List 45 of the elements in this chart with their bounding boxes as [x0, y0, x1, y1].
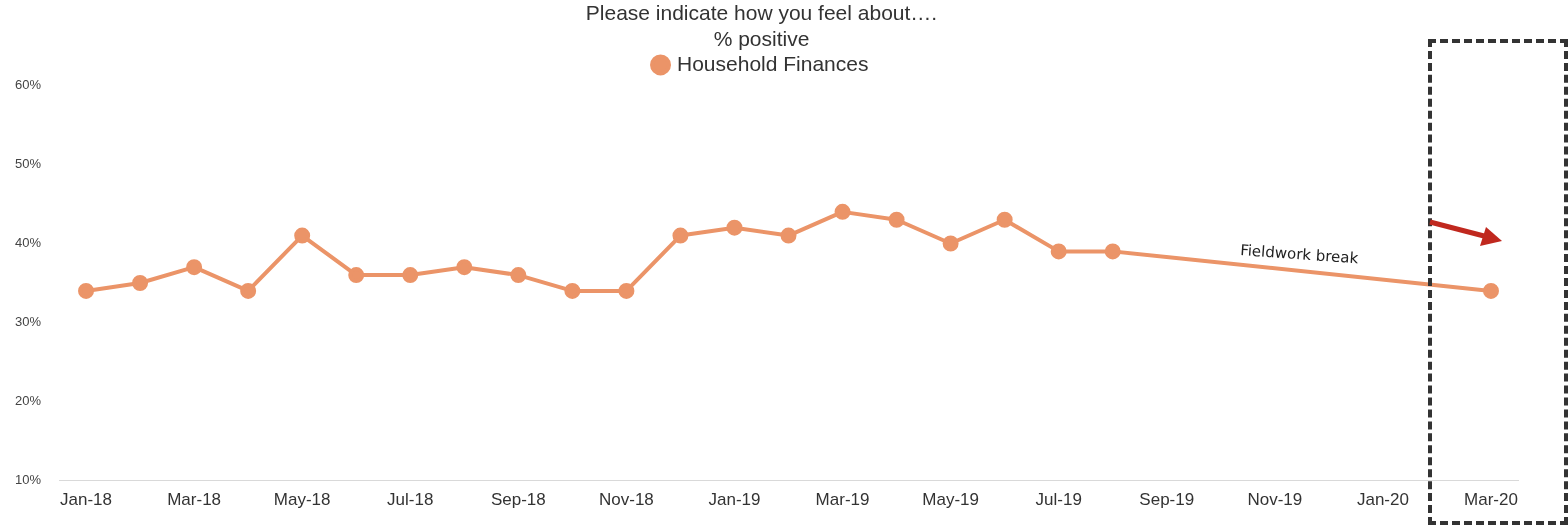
point [402, 267, 419, 284]
x-tick-label: Sep-19 [1139, 490, 1195, 510]
point [618, 282, 635, 299]
point [1050, 243, 1067, 260]
x-tick-label: Jan-20 [1356, 490, 1409, 510]
x-tick-label: Nov-19 [1247, 490, 1303, 510]
y-tick-label: 40% [14, 235, 42, 251]
x-tick-label: Sep-18 [490, 490, 546, 510]
x-tick-label: Mar-20 [1464, 490, 1518, 510]
point [240, 282, 257, 299]
point [78, 282, 95, 299]
point [888, 211, 905, 228]
point [510, 267, 527, 284]
point [132, 275, 149, 291]
point [996, 211, 1013, 228]
point [456, 259, 473, 276]
point [942, 235, 959, 252]
chart-title: Please indicate how you feel about…. [585, 1, 938, 25]
legend-label: Household Finances [677, 51, 869, 75]
y-tick-label: 20% [14, 393, 42, 409]
x-tick-label: Mar-18 [167, 490, 222, 510]
y-tick-label: 50% [14, 156, 42, 172]
point [726, 219, 743, 236]
point [672, 227, 689, 244]
x-tick-label: May-18 [273, 490, 331, 510]
annotation: Fieldwork break [1239, 241, 1360, 268]
y-tick-label: 10% [14, 472, 42, 488]
point [348, 267, 365, 284]
x-tick-label: Nov-18 [598, 490, 654, 510]
y-tick-label: 60% [14, 76, 42, 92]
x-tick-label: Jan-19 [708, 490, 761, 510]
x-tick-label: May-19 [922, 490, 979, 510]
x-tick-label: Jul-18 [387, 490, 434, 510]
point [1482, 282, 1499, 299]
point [186, 259, 203, 276]
point [294, 227, 311, 244]
point [1104, 243, 1121, 260]
x-tick-label: Mar-19 [815, 490, 870, 510]
point [564, 282, 581, 299]
point [834, 203, 851, 220]
x-tick-label: Jan-18 [60, 490, 113, 510]
x-tick-label: Jul-19 [1035, 490, 1082, 510]
chart-subtitle: % positive [713, 26, 810, 50]
y-tick-label: 30% [14, 314, 42, 330]
point [780, 227, 797, 244]
